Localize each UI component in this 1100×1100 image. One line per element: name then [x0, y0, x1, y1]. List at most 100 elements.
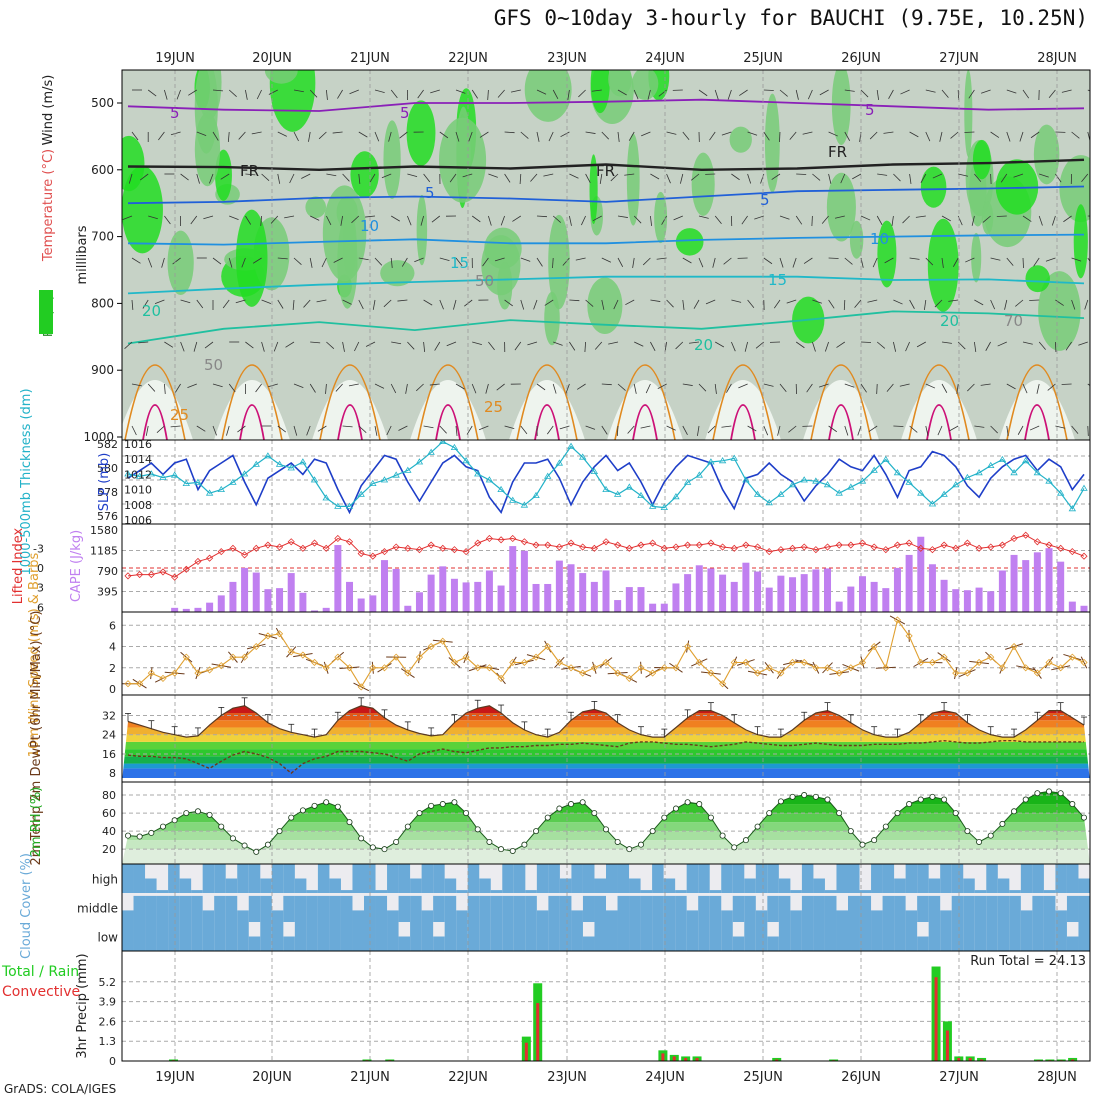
wind-barb [608, 341, 619, 345]
precip-panel [122, 951, 1090, 1061]
wind-barb [666, 173, 671, 184]
cloud-cell [882, 895, 895, 922]
wind-barb [308, 131, 311, 142]
wind-barb [455, 257, 463, 267]
li-point [649, 539, 657, 547]
wind-speed-point [579, 669, 587, 677]
cloud-cell [686, 864, 699, 893]
cape-bar [474, 581, 482, 612]
wind-barb [423, 173, 431, 183]
wind-barb [1033, 257, 1040, 267]
cloud-cell [1078, 878, 1090, 893]
wind-barb [439, 299, 444, 310]
wind-barb [650, 341, 656, 352]
precip-conv-bar [945, 1030, 949, 1061]
cloud-cell [732, 936, 745, 951]
thickness-point [474, 470, 482, 477]
wind-barb [925, 89, 936, 93]
wind-barb [285, 341, 295, 348]
li-ylabel: Lifted Index [11, 527, 26, 604]
contour-label: 25 [484, 398, 503, 416]
wind-barb [228, 257, 233, 268]
rh-point [591, 810, 598, 817]
wind-speed-point [753, 669, 762, 677]
wind-barb [170, 131, 181, 136]
cloud-cell [963, 922, 976, 951]
wind-barb [844, 383, 855, 388]
th-background [122, 440, 1090, 524]
cape-bar [1080, 605, 1088, 612]
cloud-cell [410, 878, 423, 893]
date-label-top-3: 22JUN [448, 51, 488, 66]
wind-barb [599, 173, 603, 184]
wind-barb [789, 131, 797, 140]
wind-speed-point [695, 658, 703, 667]
wind-barb [818, 383, 829, 388]
wind-barb [145, 425, 149, 436]
wind-barb [131, 425, 137, 436]
wind-barb [697, 425, 700, 436]
wind-barb [666, 299, 674, 308]
cloud-cell [145, 878, 158, 893]
cape-bar [415, 592, 423, 612]
wind-barb [585, 425, 596, 430]
rh-point [964, 828, 971, 835]
wind-barb [625, 299, 635, 306]
cape-bar [590, 581, 598, 612]
cloud-cell [168, 864, 181, 893]
precip-conv-bar [672, 1056, 676, 1061]
thickness-point [427, 448, 435, 455]
rh-point [1011, 808, 1018, 815]
thickness-point [159, 473, 167, 480]
cape-bar [392, 568, 400, 612]
wind-barb [326, 341, 335, 349]
cloud-cell [202, 864, 215, 893]
cloud-cell [755, 910, 768, 922]
contour-label: 5 [400, 104, 410, 122]
cloud-cell [986, 895, 999, 922]
date-label-bottom-0: 19JUN [155, 1070, 195, 1085]
wind-barb [633, 89, 639, 100]
wind-barb [520, 425, 528, 435]
wind-barb [358, 425, 367, 433]
wind-barb [682, 425, 688, 436]
temp-band [122, 734, 1090, 742]
wind-speed-point [765, 664, 773, 672]
wind-ytick: 6 [109, 619, 116, 632]
contour-label: 5 [170, 104, 180, 122]
wind-barb [948, 299, 959, 302]
wind-barb [381, 173, 392, 179]
cloud-panel [122, 864, 1090, 951]
cape-bar [206, 602, 214, 612]
rh-point [684, 799, 691, 806]
wind-speed-point [1080, 658, 1088, 667]
isotherm-30 [239, 404, 265, 440]
rh-point [253, 848, 260, 855]
cloud-cell [536, 910, 549, 922]
cloud-cell [721, 864, 734, 893]
wind-barb [601, 257, 612, 263]
thickness-point [170, 471, 179, 478]
cloud-cell [974, 890, 987, 893]
wind-barb [980, 383, 991, 386]
wind-barb [941, 215, 951, 222]
rh-moist-blob [631, 70, 659, 100]
cape-bar [194, 607, 202, 612]
wind-barb [819, 89, 829, 96]
li-point [823, 543, 832, 551]
th-right-tick: 1012 [124, 468, 152, 481]
li-point [893, 541, 902, 549]
wind-barb [876, 383, 878, 395]
wind-barb [893, 425, 904, 427]
wind-panel [122, 612, 1090, 695]
wind-speed-point [369, 664, 377, 672]
cloud-cell [1020, 922, 1033, 951]
cloud-cell [294, 878, 307, 893]
wind-barb [726, 383, 732, 393]
cloud-cell [848, 895, 861, 922]
wind-barb [374, 89, 385, 93]
rh-point [486, 838, 493, 845]
wind-barb [449, 173, 457, 183]
wind-barb [633, 215, 642, 224]
wind-speed-point [497, 674, 505, 682]
